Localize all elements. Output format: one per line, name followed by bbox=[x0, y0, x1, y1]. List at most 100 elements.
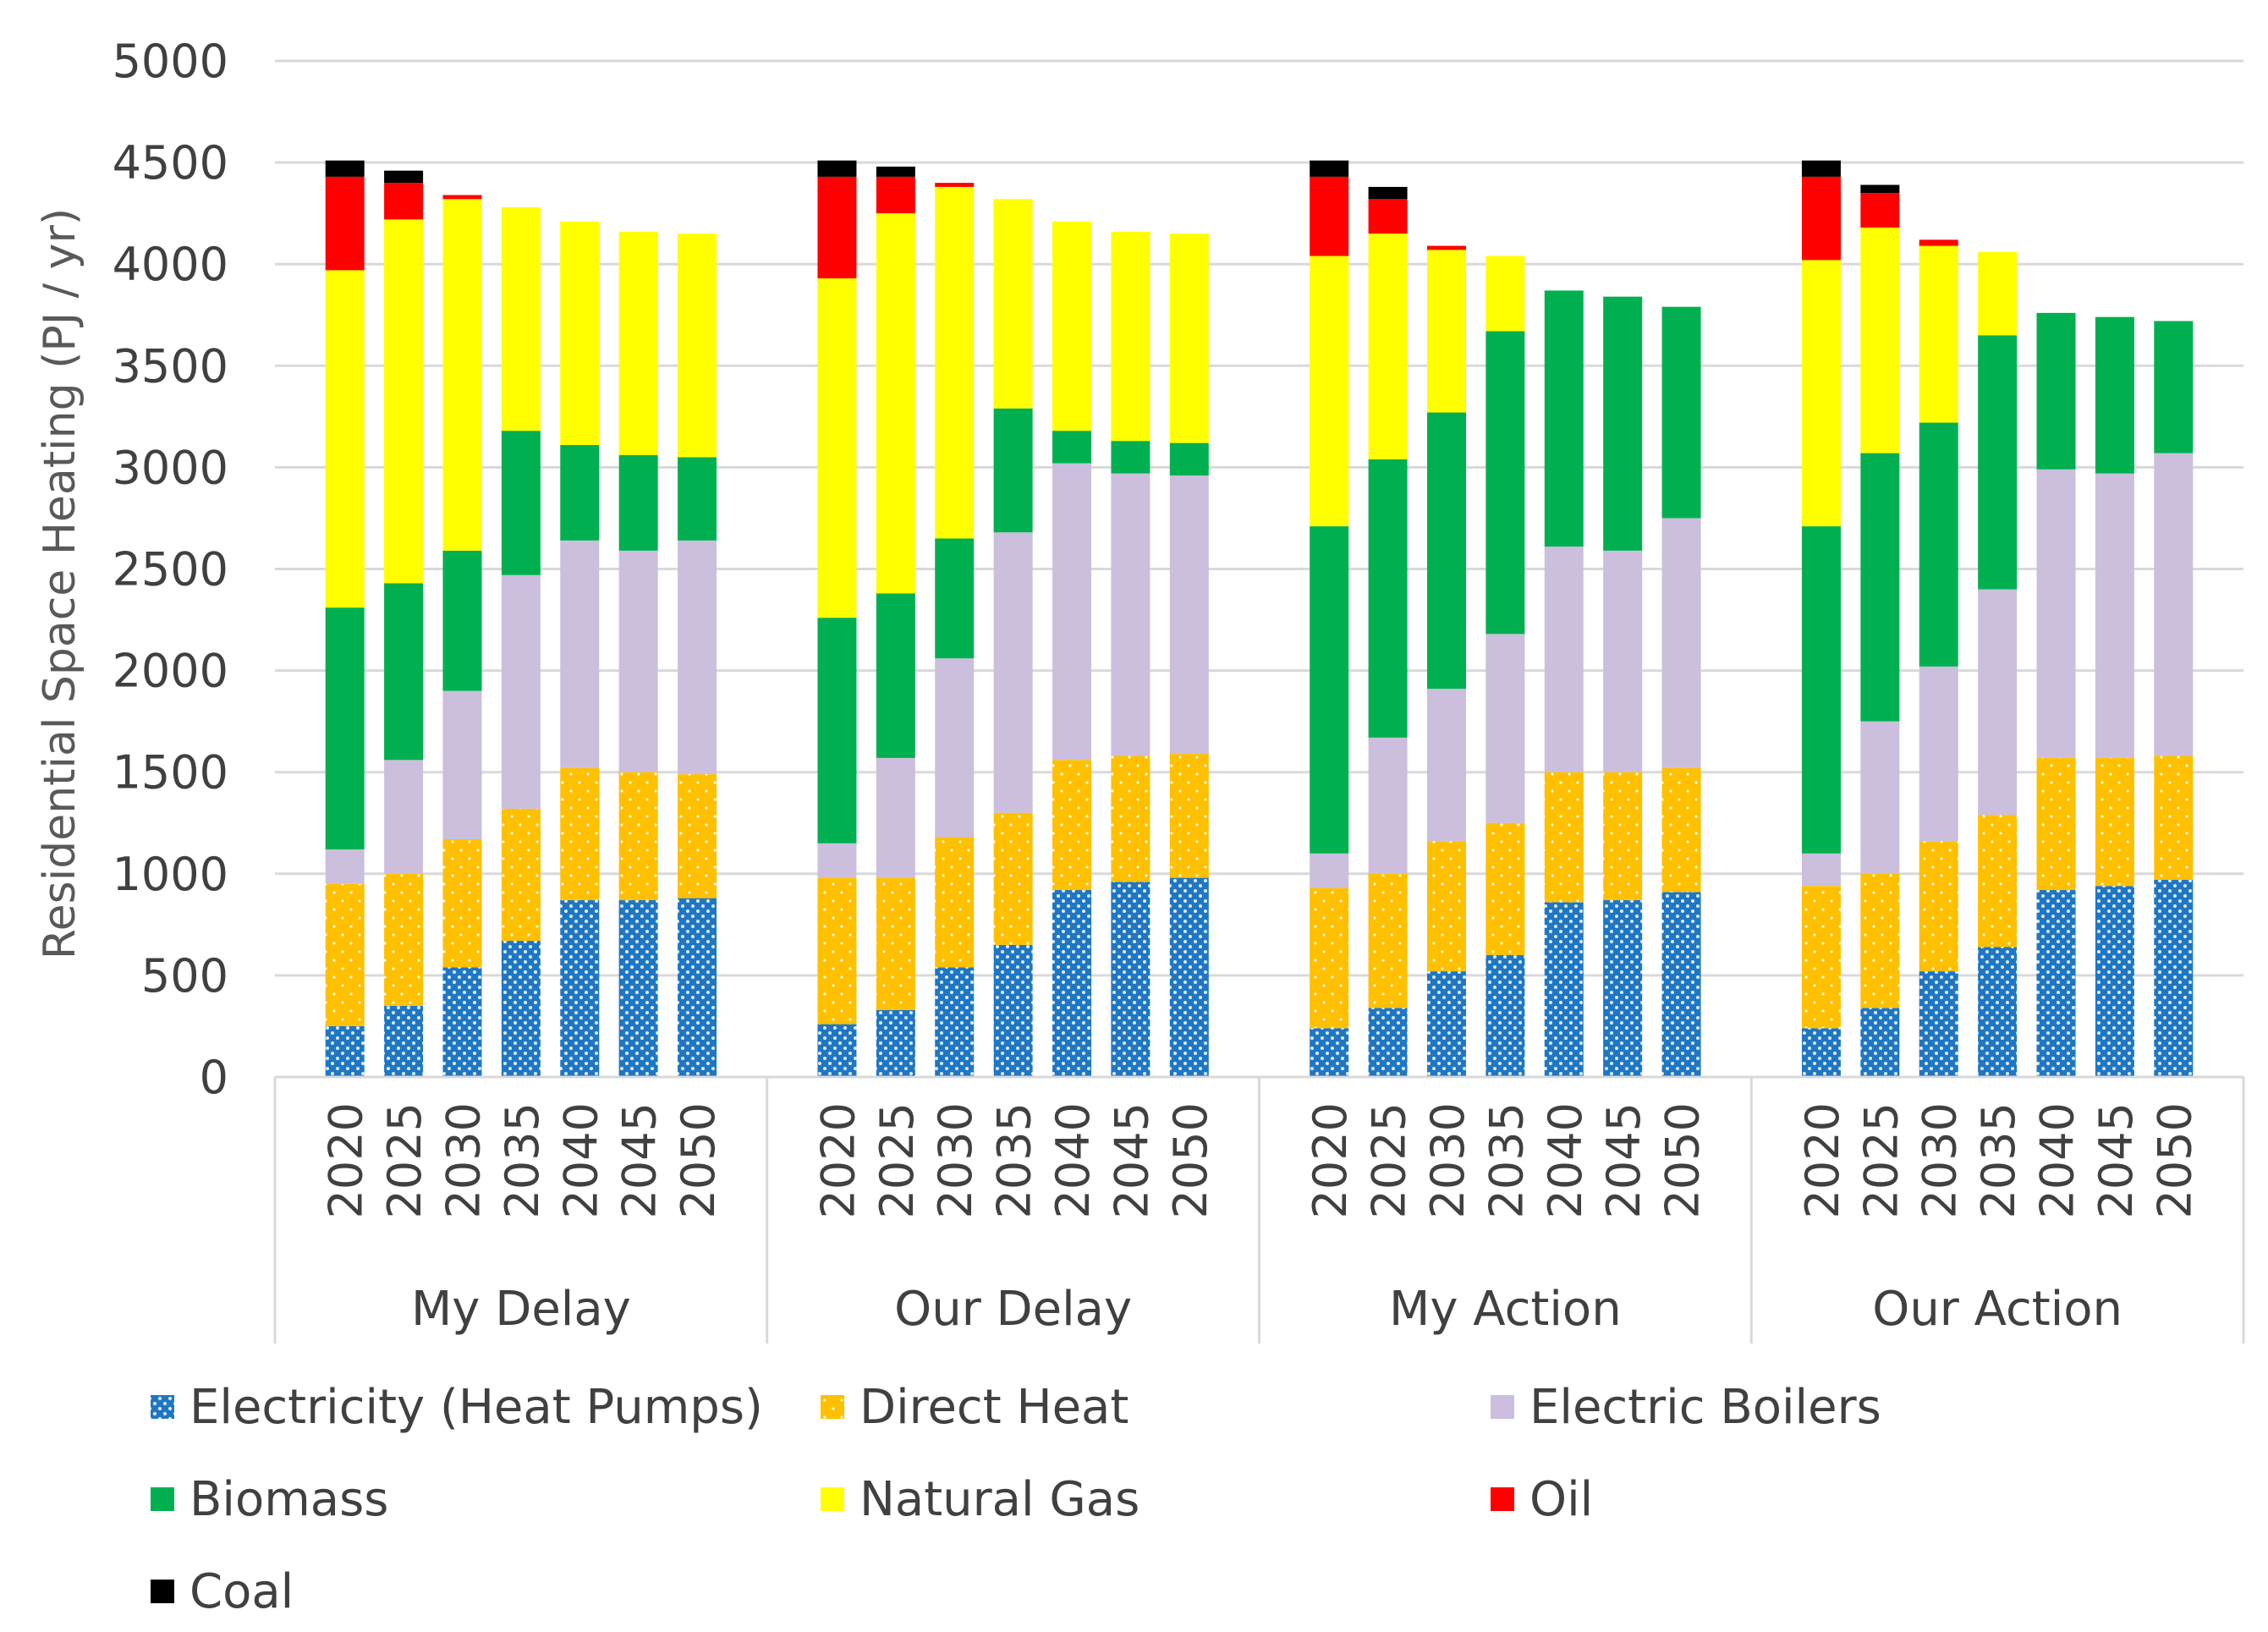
bar-segment bbox=[1978, 251, 2018, 336]
bar-segment bbox=[876, 757, 915, 878]
bar-segment bbox=[1544, 772, 1584, 903]
legend-label: Oil bbox=[1529, 1472, 1593, 1527]
bar-segment bbox=[1111, 441, 1150, 474]
bar-segment bbox=[501, 431, 541, 575]
bar-segment bbox=[876, 166, 915, 177]
bar-segment bbox=[2036, 469, 2076, 758]
bar-segment bbox=[1860, 1008, 1900, 1077]
bar-segment bbox=[325, 270, 365, 608]
bar-segment bbox=[1860, 721, 1900, 874]
bar-segment bbox=[1169, 877, 1209, 1077]
legend-swatch bbox=[1491, 1395, 1514, 1419]
bar-segment bbox=[2154, 321, 2194, 453]
bar-segment bbox=[325, 849, 365, 884]
x-tick-label: 2040 bbox=[2031, 1102, 2084, 1218]
bar-segment bbox=[1485, 634, 1525, 823]
bar-segment bbox=[817, 160, 857, 177]
bar-segment bbox=[1368, 459, 1408, 738]
bar-segment bbox=[618, 772, 658, 901]
bar-segment bbox=[618, 900, 658, 1077]
x-tick-label: 2020 bbox=[811, 1102, 865, 1218]
bar-segment bbox=[817, 877, 857, 1025]
bar-segment bbox=[2154, 453, 2194, 756]
bar-segment bbox=[1661, 892, 1701, 1077]
bar-segment bbox=[817, 843, 857, 878]
bar-segment bbox=[1801, 176, 1841, 261]
x-tick-label: 2050 bbox=[2148, 1102, 2201, 1218]
bar-segment bbox=[1919, 245, 1958, 423]
bar-segment bbox=[1801, 260, 1841, 527]
bar-segment bbox=[1426, 971, 1466, 1077]
bar-segment bbox=[384, 170, 424, 184]
bar-segment bbox=[2154, 756, 2194, 881]
group-label: My Delay bbox=[411, 1282, 631, 1337]
bar-segment bbox=[876, 213, 915, 594]
x-tick-label: 2020 bbox=[1304, 1102, 1357, 1218]
bar-segment bbox=[1485, 822, 1525, 955]
legend-item: Natural Gas bbox=[821, 1472, 1139, 1527]
bar-segment bbox=[1485, 954, 1525, 1077]
bar-segment bbox=[1368, 873, 1408, 1008]
x-tick-label: 2050 bbox=[1164, 1102, 1217, 1218]
bar-segment bbox=[1111, 756, 1150, 882]
bar-segment bbox=[1426, 245, 1466, 250]
bar-segment bbox=[1603, 772, 1643, 901]
bar-segment bbox=[325, 607, 365, 849]
bar-segment bbox=[442, 195, 482, 200]
group-label: My Action bbox=[1389, 1282, 1622, 1337]
bar-segment bbox=[1052, 221, 1092, 431]
bar-segment bbox=[1485, 256, 1525, 332]
bar-segment bbox=[935, 183, 975, 187]
bar-segment bbox=[1661, 518, 1701, 768]
bar-segment bbox=[325, 160, 365, 177]
bar-segment bbox=[1661, 306, 1701, 519]
bar-segment bbox=[1485, 331, 1525, 635]
bar-segment bbox=[935, 967, 975, 1077]
legend-swatch bbox=[1491, 1487, 1514, 1511]
bar-segment bbox=[678, 457, 717, 541]
bar-segment bbox=[1169, 234, 1209, 443]
bar-segment bbox=[1860, 193, 1900, 228]
bar-segment bbox=[1919, 971, 1958, 1077]
bar-segment bbox=[2154, 880, 2194, 1077]
x-tick-label: 2045 bbox=[1597, 1102, 1650, 1218]
x-tick-label: 2020 bbox=[1796, 1102, 1849, 1218]
legend-swatch bbox=[821, 1487, 844, 1511]
y-tick-label: 4500 bbox=[113, 136, 228, 190]
bar-segment bbox=[384, 760, 424, 874]
bar-segment bbox=[501, 206, 541, 431]
bar-segment bbox=[325, 883, 365, 1026]
legend-item: Electricity (Heat Pumps) bbox=[151, 1380, 763, 1435]
bar-segment bbox=[876, 1009, 915, 1077]
bar-segment bbox=[1603, 550, 1643, 772]
x-tick-label: 2020 bbox=[320, 1102, 373, 1218]
bar-segment bbox=[1426, 841, 1466, 972]
bar-segment bbox=[1801, 160, 1841, 177]
bar-segment bbox=[1860, 227, 1900, 453]
bar-segment bbox=[442, 199, 482, 551]
bar-segment bbox=[1919, 666, 1958, 842]
x-tick-label: 2050 bbox=[672, 1102, 725, 1218]
bar-segment bbox=[1169, 475, 1209, 755]
legend-swatch bbox=[151, 1487, 174, 1511]
x-tick-label: 2025 bbox=[1363, 1102, 1416, 1218]
bar-segment bbox=[560, 767, 600, 901]
bar-segment bbox=[1661, 767, 1701, 893]
x-tick-label: 2030 bbox=[437, 1102, 490, 1218]
bar-segment bbox=[1978, 947, 2018, 1077]
bar-segment bbox=[2095, 757, 2134, 887]
y-tick-label: 1500 bbox=[113, 746, 228, 800]
bar-segment bbox=[2095, 316, 2134, 474]
x-tick-label: 2035 bbox=[1972, 1102, 2025, 1218]
bar-segment bbox=[442, 967, 482, 1077]
bar-segment bbox=[993, 944, 1033, 1077]
bar-segment bbox=[1310, 887, 1349, 1029]
bar-segment bbox=[384, 873, 424, 1006]
y-tick-label: 4000 bbox=[113, 238, 228, 291]
bar-segment bbox=[1368, 737, 1408, 874]
x-tick-label: 2045 bbox=[2090, 1102, 2143, 1218]
x-tick-label: 2045 bbox=[613, 1102, 667, 1218]
bar-segment bbox=[1111, 231, 1150, 442]
group-label: Our Delay bbox=[894, 1282, 1132, 1337]
bar-segment bbox=[935, 186, 975, 539]
